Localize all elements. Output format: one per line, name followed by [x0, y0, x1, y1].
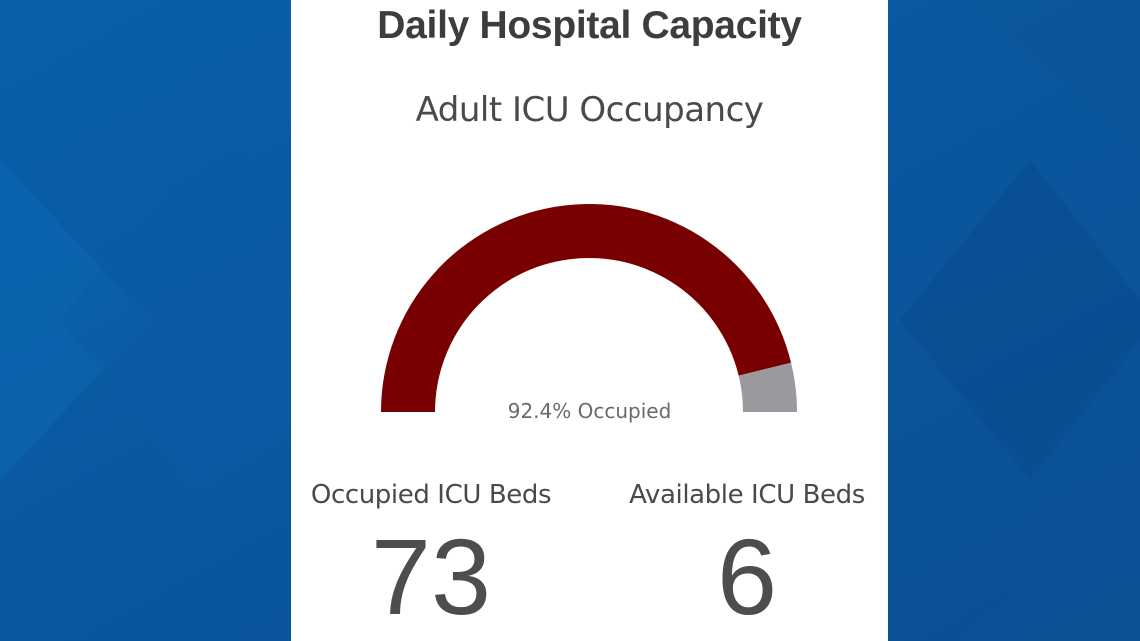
gauge-title: Adult ICU Occupancy [415, 90, 764, 130]
occupied-beds-value: 73 [370, 516, 492, 637]
occupancy-gauge [381, 204, 797, 412]
occupied-beds-label: Occupied ICU Beds [310, 480, 552, 510]
available-beds-value: 6 [716, 516, 778, 637]
available-beds-label: Available ICU Beds [629, 480, 865, 510]
gauge-occupied-arc [381, 204, 792, 412]
gauge-value-label: 92.4% Occupied [507, 399, 672, 423]
dashboard-panel: Daily Hospital Capacity Adult ICU Occupa… [291, 0, 888, 641]
dashboard-title: Daily Hospital Capacity [377, 4, 802, 47]
gauge-available-arc [738, 362, 797, 412]
